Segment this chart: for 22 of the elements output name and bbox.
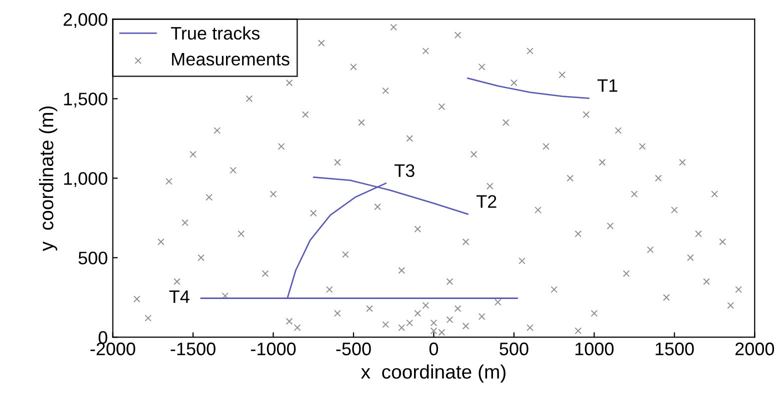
annotation: T3 (394, 164, 414, 178)
x-tick-label: -2000 (90, 342, 136, 356)
legend-label: Measurements (172, 52, 290, 66)
annotation: T2 (476, 195, 496, 208)
y-tick-label: 500 (78, 252, 108, 264)
x-tick-label: -1000 (250, 342, 296, 356)
y-tick-label: 2,000 (64, 13, 108, 28)
legend-label: True tracks (170, 26, 260, 40)
y-axis-title: y coordinate (m) (39, 106, 58, 252)
x-tick-label: 1500 (656, 342, 694, 356)
x-tick-label: 0 (429, 342, 438, 356)
x-axis-title: x coordinate (m) (361, 364, 506, 383)
x-tick-label: 2000 (735, 342, 774, 356)
annotation: T1 (597, 79, 618, 92)
x-tick-label: 500 (500, 342, 528, 356)
x-tick-label: 1000 (575, 342, 614, 356)
x-tick-label: -500 (336, 342, 371, 356)
x-tick-label: -1500 (170, 342, 216, 356)
y-tick-label: 1,000 (64, 172, 108, 188)
y-tick-label: 0 (98, 331, 108, 344)
annotation: T4 (169, 290, 190, 303)
y-tick-label: 1,500 (64, 92, 108, 108)
